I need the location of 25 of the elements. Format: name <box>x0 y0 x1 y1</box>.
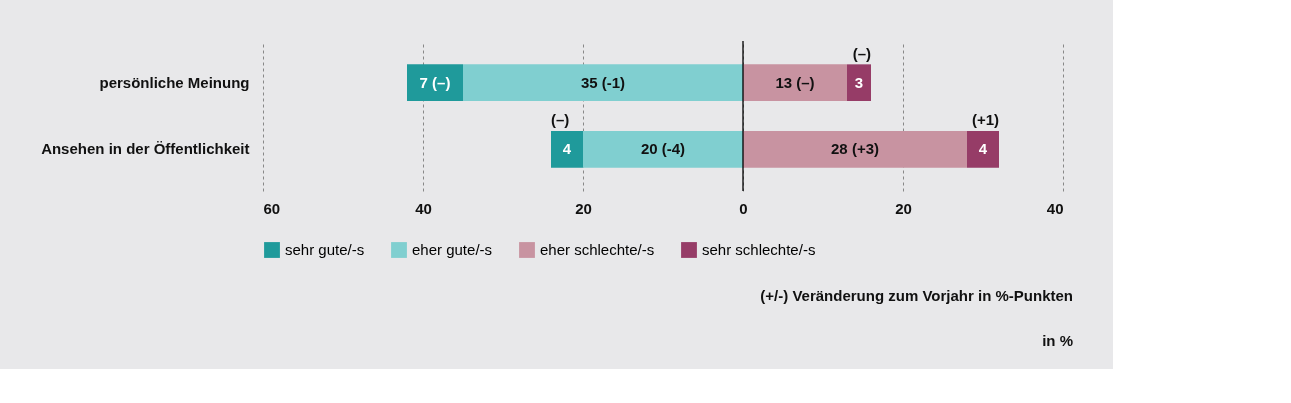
x-tick-label: 0 <box>739 199 748 217</box>
data-label: 3 <box>854 73 864 91</box>
legend-label: sehr gute/-s <box>285 241 365 258</box>
annotation: (+1) <box>971 111 999 129</box>
data-label: 28 (+3) <box>831 140 879 158</box>
x-tick-label: 20 <box>895 199 912 217</box>
legend-label: sehr schlechte/-s <box>702 241 816 258</box>
data-label: 35 (-1) <box>580 73 626 91</box>
x-tick-label: 40 <box>415 199 432 217</box>
legend-label: eher gute/-s <box>412 241 493 258</box>
data-label: 4 <box>562 140 572 158</box>
data-label: 4 <box>978 140 988 158</box>
x-tick-label: 20 <box>575 199 592 217</box>
x-tick-label: 60 <box>263 199 281 217</box>
annotation: (–) <box>852 44 871 62</box>
y-tick-label: Ansehen in der Öffentlichkeit <box>41 140 250 158</box>
y-tick-label: persönliche Meinung <box>99 73 250 91</box>
x-tick-label: 40 <box>1046 199 1064 217</box>
data-label: 7 (–) <box>419 73 451 91</box>
data-label: 20 (-4) <box>640 140 686 158</box>
annotation: (–) <box>551 111 570 129</box>
data-label: 13 (–) <box>775 73 815 91</box>
text: in % <box>1042 332 1073 349</box>
text: (+/-) Veränderung zum Vorjahr in %-Punkten <box>760 287 1073 304</box>
legend-label: eher schlechte/-s <box>540 241 655 258</box>
